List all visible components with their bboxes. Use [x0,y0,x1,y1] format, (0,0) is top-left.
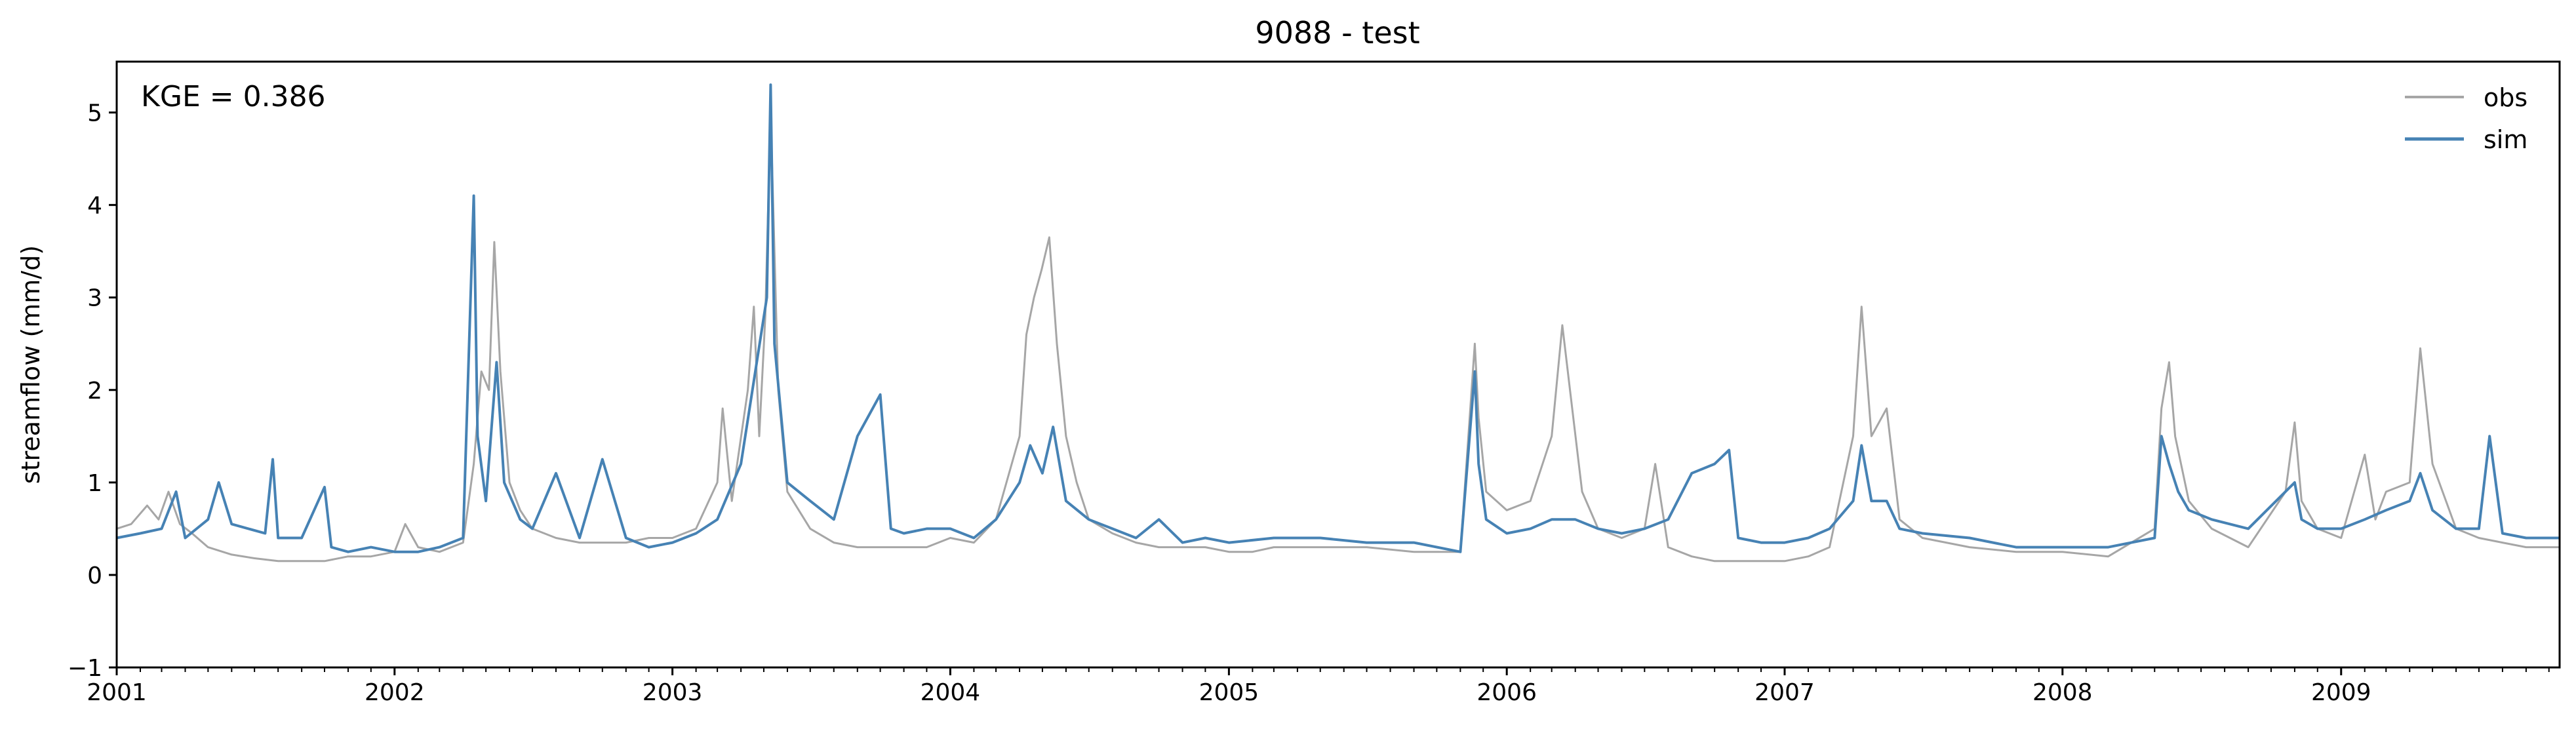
x-tick-label: 2009 [2311,679,2371,706]
x-tick-label: 2008 [2032,679,2093,706]
y-tick-label: 2 [87,378,102,405]
x-tick-label: 2006 [1476,679,1537,706]
x-tick-label: 2001 [87,679,147,706]
legend-label-sim: sim [2484,125,2527,154]
x-tick-label: 2007 [1754,679,1815,706]
chart-title: 9088 - test [1255,15,1419,50]
x-tick-label: 2005 [1199,679,1259,706]
y-tick-label: 4 [87,193,102,220]
series-layer [116,83,2560,563]
series-line-obs [116,111,2560,563]
legend: obs sim [2405,83,2527,154]
y-axis: −1 0 1 2 3 4 5 [68,100,117,682]
x-tick-label: 2004 [921,679,981,706]
series-line-sim [116,83,2560,553]
x-tick-label: 2002 [365,679,425,706]
y-tick-label: 1 [87,470,102,497]
plot-frame [115,60,2561,669]
kge-annotation: KGE = 0.386 [141,80,326,113]
x-tick-label: 2003 [643,679,703,706]
x-axis: 2001 2002 2003 2004 2005 2006 2007 2008 2009 [87,667,2550,706]
y-tick-label: 3 [87,285,102,312]
y-tick-label: −1 [68,655,102,682]
legend-label-obs: obs [2484,83,2527,112]
y-tick-label: 5 [87,100,102,127]
y-axis-label: streamflow (mm/d) [16,245,45,484]
y-tick-label: 0 [87,563,102,589]
